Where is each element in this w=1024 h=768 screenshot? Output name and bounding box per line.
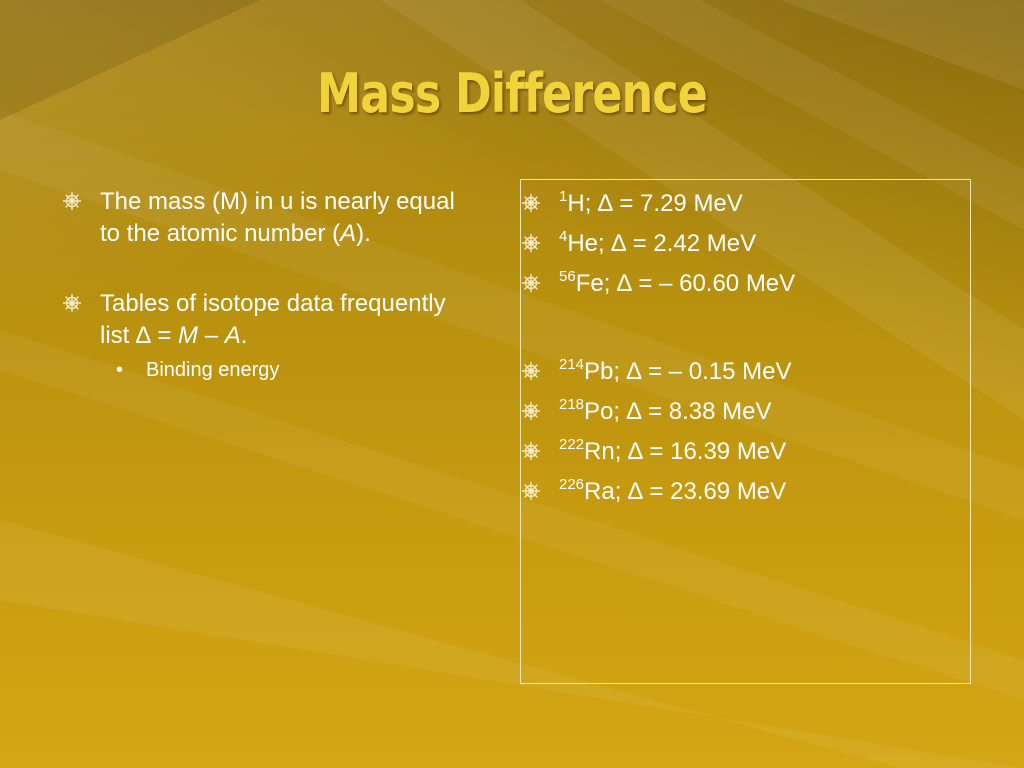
isotope-item: 56Fe; ∆ = – 60.60 MeV bbox=[521, 268, 970, 300]
ships-wheel-icon bbox=[522, 442, 540, 460]
bullet-text-part: Tables of isotope data frequently list ∆… bbox=[100, 290, 446, 349]
isotope-item: 222Rn; ∆ = 16.39 MeV bbox=[521, 436, 970, 468]
ships-wheel-icon bbox=[522, 402, 540, 420]
isotope-item: 226Ra; ∆ = 23.69 MeV bbox=[521, 476, 970, 508]
mass-number: 218 bbox=[559, 396, 585, 413]
element-symbol: Fe bbox=[575, 270, 604, 297]
bullet-text-italic: M bbox=[178, 322, 199, 349]
isotope-item: 4He; ∆ = 2.42 MeV bbox=[521, 228, 970, 260]
mass-difference: ; ∆ = 7.29 MeV bbox=[584, 190, 743, 217]
slide-title: Mass Difference bbox=[317, 62, 708, 125]
mass-number: 226 bbox=[559, 476, 585, 493]
mass-number: 214 bbox=[559, 356, 585, 373]
mass-difference: ; ∆ = – 0.15 MeV bbox=[613, 358, 792, 385]
mass-number: 222 bbox=[559, 436, 585, 453]
element-symbol: H bbox=[567, 190, 585, 217]
sub-bullet-marker: • bbox=[116, 359, 124, 381]
ships-wheel-icon bbox=[522, 482, 540, 500]
isotope-item: 218Po; ∆ = 8.38 MeV bbox=[521, 396, 970, 428]
ships-wheel-icon bbox=[63, 192, 81, 210]
left-content: The mass (M) in u is nearly equal to the… bbox=[62, 186, 462, 384]
mass-number: 56 bbox=[559, 268, 576, 285]
bullet-text-part: The mass (M) in u is nearly equal to the… bbox=[100, 188, 455, 247]
bullet-text-part: . bbox=[240, 322, 248, 349]
mass-difference: ; ∆ = 23.69 MeV bbox=[614, 478, 787, 505]
mass-difference: ; ∆ = 16.39 MeV bbox=[614, 438, 787, 465]
bullet-text-italic: A bbox=[224, 322, 241, 349]
mass-number: 4 bbox=[559, 228, 568, 245]
element-symbol: Pb bbox=[584, 358, 614, 385]
sub-bullet: • Binding energy bbox=[62, 356, 462, 384]
element-symbol: He bbox=[567, 230, 599, 257]
element-symbol: Ra bbox=[584, 478, 615, 505]
mass-number: 1 bbox=[559, 188, 568, 205]
bullet-text-part: – bbox=[198, 322, 225, 349]
bullet-point: Tables of isotope data frequently list ∆… bbox=[62, 288, 462, 352]
mass-difference: ; ∆ = 8.38 MeV bbox=[613, 398, 772, 425]
element-symbol: Po bbox=[584, 398, 614, 425]
bullet-text-italic: A bbox=[340, 220, 357, 247]
mass-difference: ; ∆ = 2.42 MeV bbox=[598, 230, 757, 257]
ships-wheel-icon bbox=[522, 234, 540, 252]
ships-wheel-icon bbox=[522, 274, 540, 292]
ships-wheel-icon bbox=[63, 294, 81, 312]
mass-difference: ; ∆ = – 60.60 MeV bbox=[603, 270, 796, 297]
isotope-item: 1H; ∆ = 7.29 MeV bbox=[521, 188, 970, 220]
bullet-point: The mass (M) in u is nearly equal to the… bbox=[62, 186, 462, 250]
ships-wheel-icon bbox=[522, 194, 540, 212]
isotope-box: 1H; ∆ = 7.29 MeV 4He; ∆ = 2.42 MeV 56Fe;… bbox=[520, 179, 971, 684]
element-symbol: Rn bbox=[584, 438, 615, 465]
sub-bullet-text: Binding energy bbox=[146, 359, 280, 381]
ships-wheel-icon bbox=[522, 362, 540, 380]
isotope-item: 214Pb; ∆ = – 0.15 MeV bbox=[521, 356, 970, 388]
bullet-text-part: ). bbox=[356, 220, 371, 247]
